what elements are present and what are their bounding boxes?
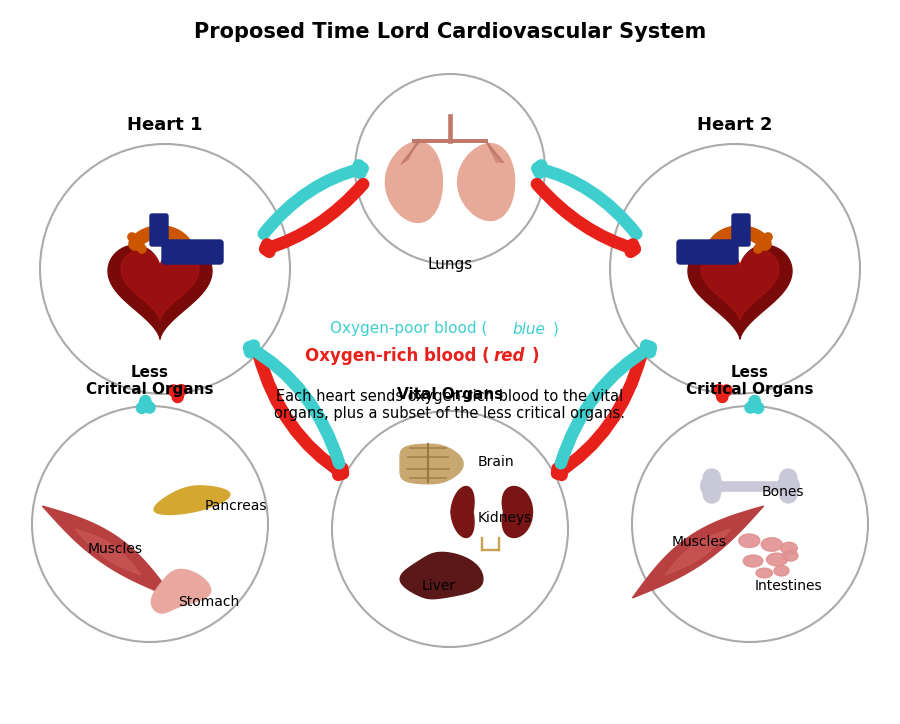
Text: Heart 2: Heart 2 <box>698 116 773 134</box>
Ellipse shape <box>781 542 797 555</box>
Circle shape <box>703 469 720 486</box>
Text: Liver: Liver <box>422 579 456 593</box>
Text: Heart 1: Heart 1 <box>127 116 202 134</box>
Ellipse shape <box>739 534 760 547</box>
Polygon shape <box>154 486 230 515</box>
Ellipse shape <box>774 565 789 576</box>
Circle shape <box>703 486 720 503</box>
Text: Kidneys: Kidneys <box>478 511 533 525</box>
Polygon shape <box>76 529 140 575</box>
Text: Less
Critical Organs: Less Critical Organs <box>686 365 814 397</box>
Text: Vital Organs: Vital Organs <box>397 387 503 402</box>
Text: Brain: Brain <box>478 455 515 469</box>
Text: Proposed Time Lord Cardiovascular System: Proposed Time Lord Cardiovascular System <box>194 22 706 42</box>
Circle shape <box>779 486 796 503</box>
Ellipse shape <box>756 568 772 578</box>
Polygon shape <box>385 142 443 222</box>
FancyBboxPatch shape <box>677 240 738 264</box>
Polygon shape <box>400 445 464 484</box>
Polygon shape <box>701 250 779 321</box>
Text: Less
Critical Organs: Less Critical Organs <box>86 365 214 397</box>
Text: Pancreas: Pancreas <box>205 499 267 513</box>
Ellipse shape <box>761 538 782 551</box>
FancyBboxPatch shape <box>150 214 168 246</box>
FancyBboxPatch shape <box>732 214 750 246</box>
Polygon shape <box>688 245 792 340</box>
Polygon shape <box>665 529 731 575</box>
Polygon shape <box>502 487 533 537</box>
Text: red: red <box>493 347 525 365</box>
Polygon shape <box>42 506 174 598</box>
Polygon shape <box>633 506 763 598</box>
Text: Oxygen-rich blood (: Oxygen-rich blood ( <box>305 347 490 365</box>
Text: blue: blue <box>512 321 544 337</box>
Text: ): ) <box>553 321 559 337</box>
Text: Each heart sends oxygen-rich blood to the vital
organs, plus a subset of the les: Each heart sends oxygen-rich blood to th… <box>274 389 626 421</box>
Ellipse shape <box>783 550 798 561</box>
Polygon shape <box>457 143 515 221</box>
Polygon shape <box>121 250 199 321</box>
Ellipse shape <box>743 555 762 567</box>
Circle shape <box>778 475 799 497</box>
Text: Muscles: Muscles <box>672 535 727 549</box>
Polygon shape <box>451 487 474 537</box>
Polygon shape <box>400 552 483 599</box>
Text: Intestines: Intestines <box>755 579 823 593</box>
Circle shape <box>779 469 796 486</box>
Polygon shape <box>108 245 212 340</box>
FancyBboxPatch shape <box>162 240 223 264</box>
Text: Muscles: Muscles <box>88 542 143 556</box>
Ellipse shape <box>767 553 788 566</box>
Text: Bones: Bones <box>762 485 805 499</box>
Text: Stomach: Stomach <box>178 595 239 609</box>
Circle shape <box>701 475 723 497</box>
Polygon shape <box>151 569 211 613</box>
Text: ): ) <box>532 347 539 365</box>
Text: Lungs: Lungs <box>428 257 473 272</box>
Text: Oxygen-poor blood (: Oxygen-poor blood ( <box>330 321 488 337</box>
